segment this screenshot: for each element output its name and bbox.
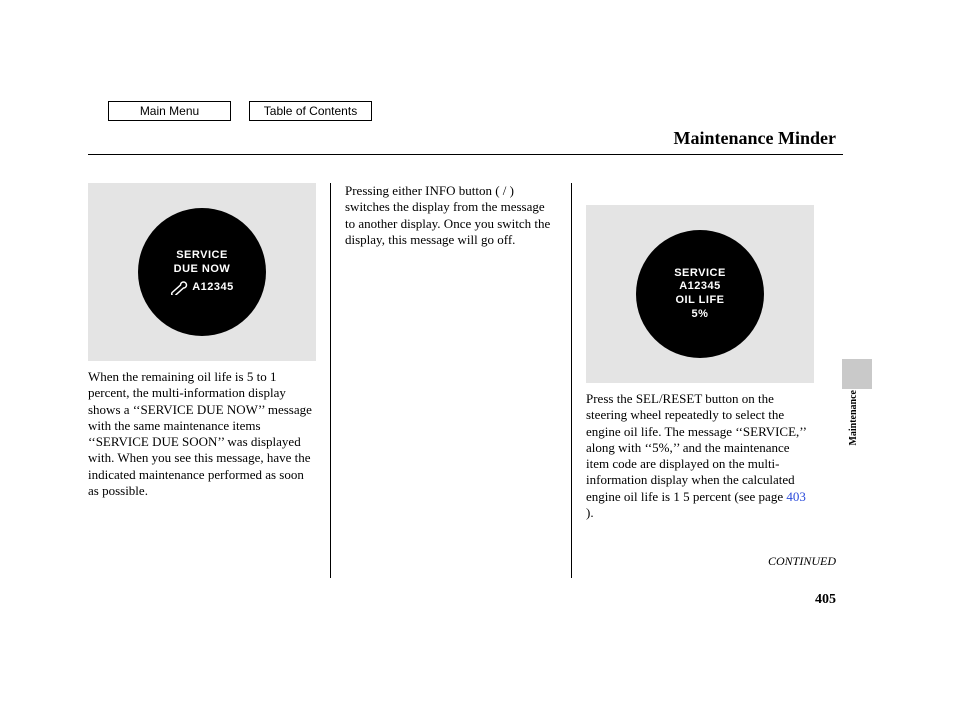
main-menu-button[interactable]: Main Menu	[108, 101, 231, 121]
side-tab	[842, 359, 872, 389]
gauge2-line2: A12345	[679, 280, 721, 294]
page-number: 405	[815, 592, 836, 608]
gauge-panel-2: SERVICE A12345 OIL LIFE 5%	[586, 205, 814, 383]
side-section-label: Maintenance	[848, 390, 859, 446]
gauge2-line4: 5%	[692, 308, 709, 322]
nav-buttons: Main Menu Table of Contents	[108, 101, 372, 121]
page-reference-link[interactable]: 403	[786, 489, 806, 504]
column-1: SERVICE DUE NOW A12345 When the remainin…	[88, 183, 330, 578]
column-3: SERVICE A12345 OIL LIFE 5% Press the SEL…	[572, 183, 814, 578]
col2-text: Pressing either INFO button ( / ) switch…	[345, 183, 557, 248]
gauge-display-1: SERVICE DUE NOW A12345	[138, 208, 266, 336]
gauge1-line2: DUE NOW	[174, 263, 231, 277]
wrench-icon	[170, 281, 188, 295]
gauge2-line3: OIL LIFE	[675, 294, 724, 308]
page-title: Maintenance Minder	[674, 128, 836, 149]
continued-label: CONTINUED	[768, 554, 836, 569]
column-2: Pressing either INFO button ( / ) switch…	[330, 183, 572, 578]
col3-text-after: ).	[586, 505, 594, 520]
col1-text: When the remaining oil life is 5 to 1 pe…	[88, 369, 316, 499]
gauge-display-2: SERVICE A12345 OIL LIFE 5%	[636, 230, 764, 358]
col3-text-before: Press the SEL/RESET button on the steeri…	[586, 391, 806, 504]
toc-button[interactable]: Table of Contents	[249, 101, 372, 121]
content-columns: SERVICE DUE NOW A12345 When the remainin…	[88, 183, 814, 578]
gauge2-line1: SERVICE	[674, 267, 726, 281]
col3-text: Press the SEL/RESET button on the steeri…	[586, 391, 814, 521]
gauge1-line1: SERVICE	[176, 249, 228, 263]
gauge1-code-row: A12345	[170, 281, 234, 295]
gauge1-code: A12345	[192, 281, 234, 295]
header-rule	[88, 154, 843, 155]
gauge-panel-1: SERVICE DUE NOW A12345	[88, 183, 316, 361]
